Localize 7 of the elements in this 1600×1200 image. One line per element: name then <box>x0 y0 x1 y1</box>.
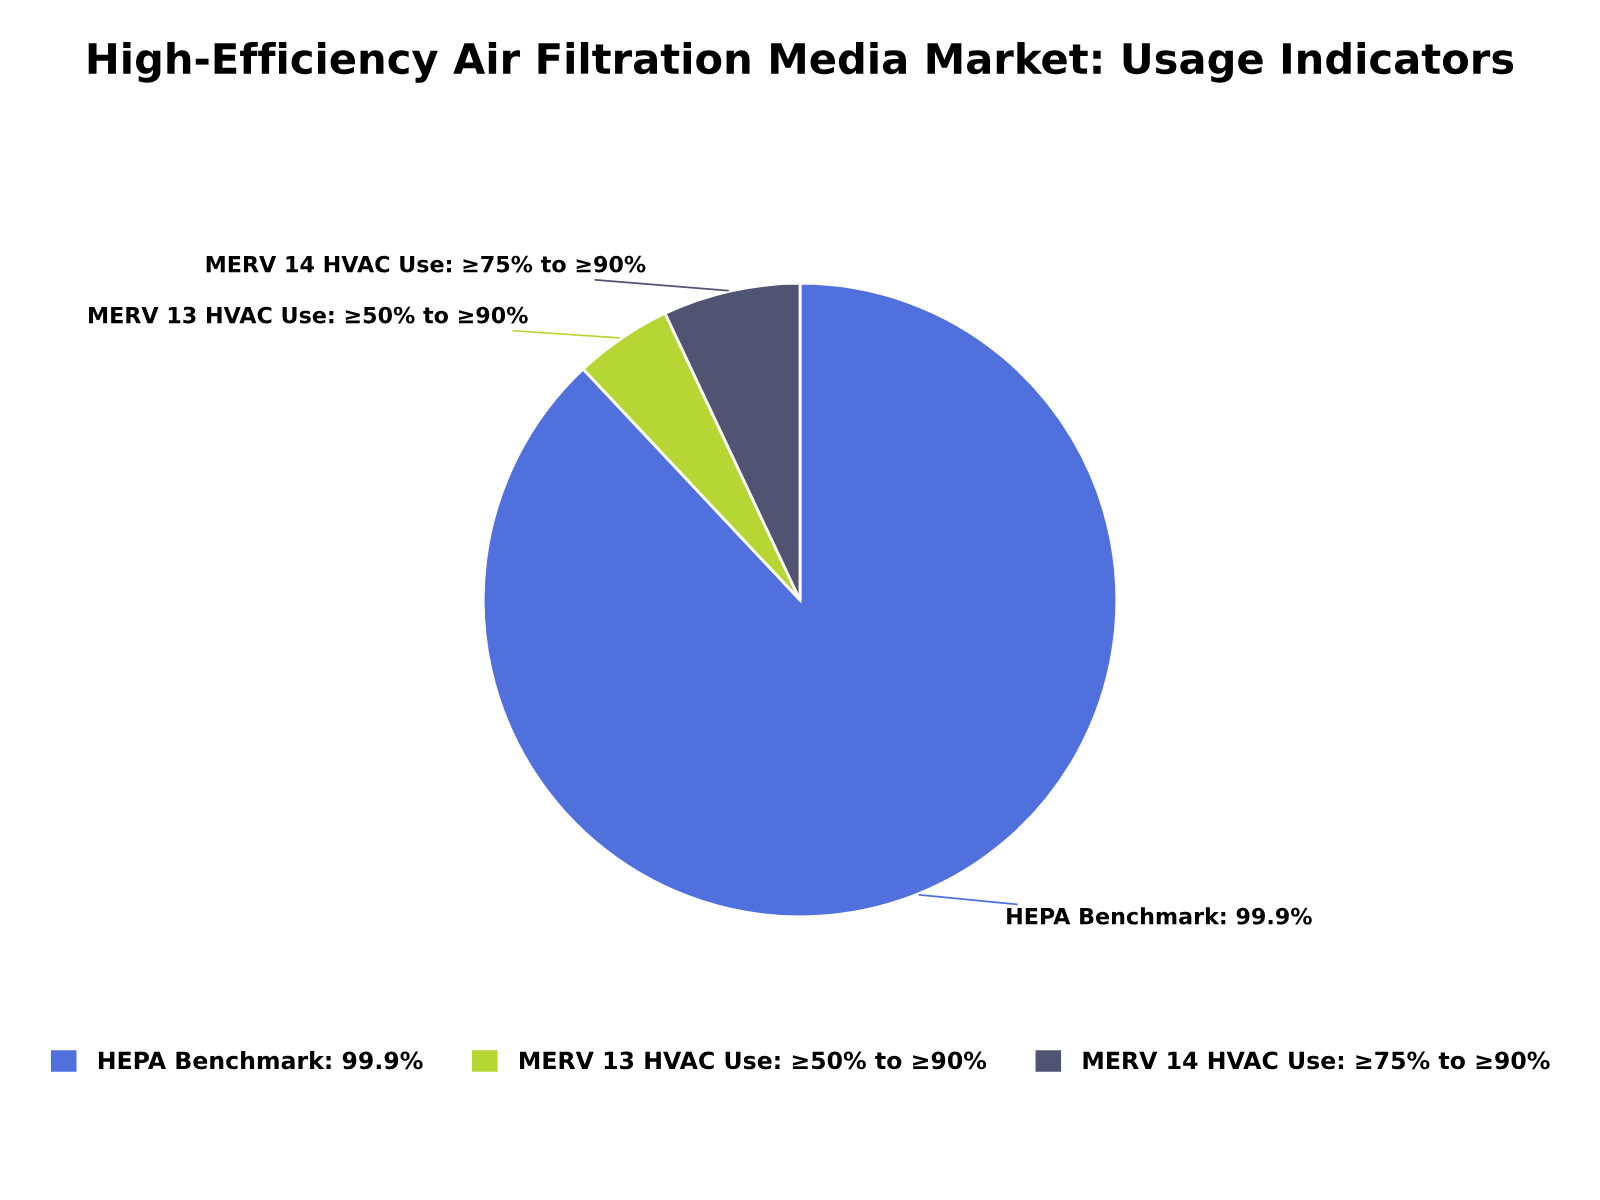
chart-title: High-Efficiency Air Filtration Media Market: Usage Indicators <box>88 42 1514 83</box>
legend-label: MERV 14 HVAC Use: ≥75% to ≥90% <box>1083 1051 1550 1070</box>
slice-label: MERV 13 HVAC Use: ≥50% to ≥90% <box>89 306 528 324</box>
slice-label: MERV 14 HVAC Use: ≥75% to ≥90% <box>206 255 646 273</box>
legend-label: HEPA Benchmark: 99.9% <box>98 1051 423 1070</box>
legend-label: MERV 13 HVAC Use: ≥50% to ≥90% <box>520 1051 987 1070</box>
slice-label: HEPA Benchmark: 99.9% <box>1007 907 1312 925</box>
